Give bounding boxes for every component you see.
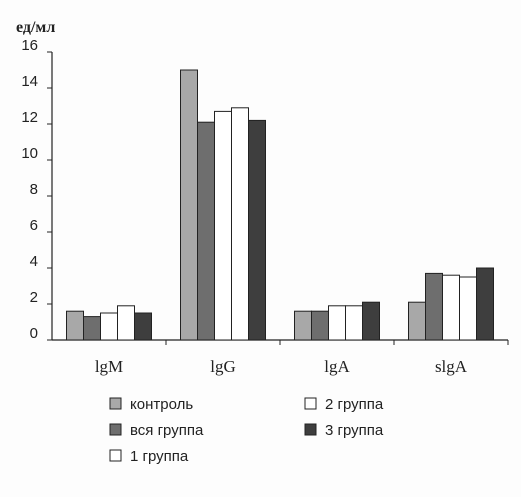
y-tick-label: 2 (30, 289, 38, 306)
bar-lgG-series-5 (248, 119, 266, 341)
legend-swatch (304, 423, 317, 436)
bar-lgM-series-1 (66, 310, 84, 341)
bar-slgA-series-4 (459, 276, 477, 341)
y-tick-label: 6 (30, 217, 38, 234)
bar-lgG-series-2 (197, 121, 215, 341)
bar-lgG-series-4 (231, 107, 249, 341)
bar-lgG-series-1 (180, 69, 198, 341)
bar-lgA-series-5 (362, 301, 380, 341)
y-tick-label: 8 (30, 181, 38, 198)
bar-slgA-series-2 (425, 272, 443, 341)
y-axis-unit-label: ед/мл (16, 19, 55, 36)
x-category-label: slgA (435, 357, 468, 376)
bar-lgA-series-4 (345, 305, 363, 341)
y-tick-label: 10 (21, 145, 38, 162)
chart-legend: контроль вся группа 1 группа 2 группа 3 груп… (109, 396, 384, 465)
legend-swatch (109, 397, 122, 410)
x-category-label: lgM (95, 357, 123, 376)
legend-swatch (109, 423, 122, 436)
legend-swatch (304, 397, 317, 410)
bar-lgA-series-1 (294, 310, 312, 341)
bar-slgA-series-1 (408, 301, 426, 341)
legend-swatch (109, 449, 122, 462)
y-tick-label: 0 (30, 325, 38, 342)
y-tick-label: 16 (21, 37, 38, 54)
legend-label: 2 группа (325, 396, 384, 413)
bar-lgM-series-4 (117, 305, 135, 341)
y-tick-label: 4 (30, 253, 38, 270)
bar-slgA-series-3 (442, 274, 460, 341)
bar-lgM-series-5 (134, 312, 152, 341)
bar-lgA-series-2 (311, 310, 329, 341)
legend-label: контроль (130, 396, 193, 413)
bar-lgM-series-2 (83, 316, 101, 341)
bar-lgM-series-3 (100, 312, 118, 341)
bar-slgA-series-5 (476, 267, 494, 341)
legend-label: 1 группа (130, 448, 189, 465)
y-tick-label: 14 (21, 73, 38, 90)
legend-label: 3 группа (325, 422, 384, 439)
bar-lgA-series-3 (328, 305, 346, 341)
x-category-label: lgA (324, 357, 350, 376)
chart-bars (66, 69, 494, 341)
x-category-label: lgG (210, 357, 236, 376)
legend-label: вся группа (130, 422, 204, 439)
bar-lgG-series-3 (214, 110, 232, 341)
y-tick-label: 12 (21, 109, 38, 126)
